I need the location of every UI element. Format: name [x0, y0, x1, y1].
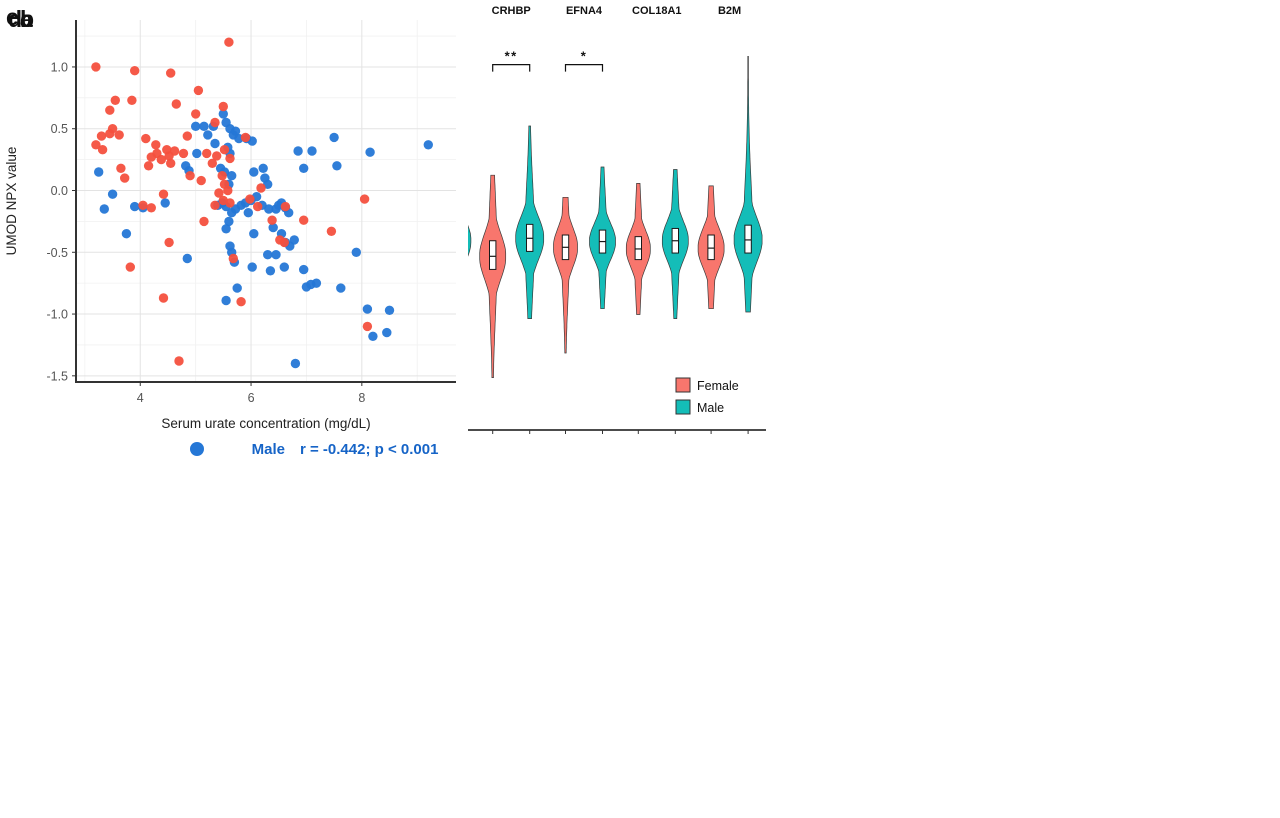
panel-e-scatter: e 4 6 8 -1.5 -1.0 -0.5 0.0 0.5 1.0 Serum urate co…: [0, 0, 468, 462]
svg-text:0.5: 0.5: [51, 122, 68, 136]
svg-text:6: 6: [248, 391, 255, 405]
svg-text:UMOD NPX value: UMOD NPX value: [4, 147, 19, 256]
svg-text:1.0: 1.0: [51, 60, 68, 74]
svg-text:0.0: 0.0: [51, 184, 68, 198]
svg-text:EFNA4: EFNA4: [566, 5, 603, 17]
female-points: [91, 37, 373, 366]
panel-e-chart: 4 6 8 -1.5 -1.0 -0.5 0.0 0.5 1.0 Serum urate conc…: [4, 20, 456, 458]
axes: 4 6 8 -1.5 -1.0 -0.5 0.0 0.5 1.0 Serum urate conc…: [4, 20, 456, 431]
grid: [76, 20, 456, 382]
svg-text:Male: Male: [697, 401, 724, 415]
male-points: [94, 109, 433, 369]
svg-text:CRHBP: CRHBP: [492, 5, 531, 17]
svg-text:Serum urate concentration (mg/: Serum urate concentration (mg/dL): [161, 416, 370, 431]
panel-b-label: b: [20, 6, 35, 32]
svg-text:**: **: [505, 49, 518, 64]
panel-e-label: e: [6, 4, 19, 30]
svg-text:B2M: B2M: [718, 5, 741, 17]
svg-text:*: *: [581, 49, 588, 64]
svg-text:r = -0.442; p < 0.001: r = -0.442; p < 0.001: [300, 441, 438, 458]
panel-d-label: d: [8, 6, 23, 32]
svg-text:4: 4: [137, 391, 144, 405]
svg-text:Male: Male: [252, 441, 285, 458]
sex-legend: Female Male: [675, 377, 739, 415]
svg-text:-1.0: -1.0: [46, 308, 68, 322]
svg-text:COL18A1: COL18A1: [632, 5, 682, 17]
svg-text:-0.5: -0.5: [46, 246, 68, 260]
svg-text:8: 8: [358, 391, 365, 405]
panel-a-label: a: [20, 6, 33, 32]
panel-c-label: c: [20, 6, 33, 32]
svg-text:Female: Female: [697, 379, 739, 393]
svg-text:-1.5: -1.5: [46, 369, 68, 383]
